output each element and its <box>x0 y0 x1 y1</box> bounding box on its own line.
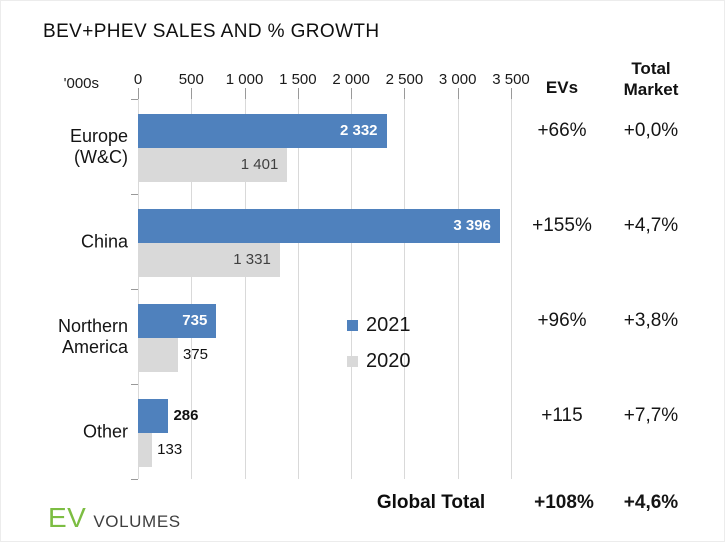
bar-2020: 1 401 <box>138 148 288 182</box>
grid-line <box>351 99 353 479</box>
growth-evs-value: +96% <box>537 310 587 331</box>
x-axis-tick <box>297 88 299 99</box>
grid-line <box>457 99 459 479</box>
category-label-line: Northern <box>57 315 128 336</box>
growth-total-market-value: +3,8% <box>623 310 679 331</box>
bar-value-label: 735 <box>182 312 208 329</box>
x-axis-tick <box>511 88 512 99</box>
global-total-market-value: +4,6% <box>623 492 679 513</box>
x-tick-label: 2 000 <box>332 71 370 88</box>
logo-volumes-text: VOLUMES <box>93 512 181 531</box>
y-axis-tick <box>131 479 138 480</box>
logo-ev-text: EV <box>48 502 87 533</box>
x-axis-tick <box>244 88 246 99</box>
x-axis-tick <box>457 88 459 99</box>
ev-volumes-logo: EV VOLUMES <box>48 502 181 534</box>
x-tick-label: 2 500 <box>385 71 424 88</box>
x-axis-tick <box>404 88 406 99</box>
category-label: Europe (W&C) <box>29 126 128 168</box>
growth-total-market-value: +7,7% <box>623 405 679 426</box>
x-tick-label: 1 000 <box>225 71 264 88</box>
y-axis-tick <box>131 289 138 290</box>
category-label: Northern America <box>29 316 128 358</box>
chart-title: BEV+PHEV SALES AND % GROWTH <box>43 21 380 42</box>
legend-swatch-2021 <box>347 320 358 331</box>
bar-value-label: 133 <box>157 441 183 458</box>
x-tick-label: 500 <box>178 71 204 88</box>
x-axis-tick <box>138 88 139 99</box>
bar-2020 <box>138 338 178 372</box>
category-label: China <box>29 231 128 252</box>
category-label-line: (W&C) <box>74 146 128 167</box>
growth-total-market-value: +4,7% <box>623 215 679 236</box>
bar-2020: 1 331 <box>138 243 280 277</box>
bar-value-label: 1 331 <box>233 251 271 268</box>
grid-line <box>244 99 246 479</box>
x-tick-label: 0 <box>133 71 143 88</box>
bar-2021: 735 <box>138 304 217 338</box>
legend-label-2021: 2021 <box>366 314 411 336</box>
x-tick-label: 3 000 <box>438 71 477 88</box>
legend-item-2020: 2020 <box>347 350 411 373</box>
grid-line <box>138 99 139 479</box>
grid-line <box>511 99 512 479</box>
legend-item-2021: 2021 <box>347 314 411 337</box>
legend-swatch-2020 <box>347 356 358 367</box>
column-header-total-market: Total Market <box>624 58 679 100</box>
grid-line <box>191 99 193 479</box>
growth-evs-value: +66% <box>537 120 587 141</box>
bar-2021 <box>138 399 169 433</box>
column-header-total-line1: Total <box>631 59 671 78</box>
bar-value-label: 2 332 <box>339 122 378 139</box>
legend: 2021 2020 <box>347 314 411 373</box>
y-axis-tick <box>131 99 138 100</box>
category-label-line: America <box>61 336 128 357</box>
bar-2021: 3 396 <box>138 209 500 243</box>
y-axis-tick <box>131 384 138 385</box>
growth-evs-value: +155% <box>532 215 592 236</box>
growth-evs-value: +115 <box>541 405 583 426</box>
category-label-line: Europe <box>69 125 128 146</box>
bar-2020 <box>138 433 153 467</box>
bar-value-label: 375 <box>182 346 208 363</box>
x-tick-label: 1 500 <box>279 71 317 88</box>
x-axis-tick <box>191 88 193 99</box>
x-axis-tick <box>351 88 353 99</box>
category-label-line: Other <box>82 421 128 441</box>
column-header-evs: EVs <box>545 78 579 97</box>
axis-unit-label: '000s <box>63 75 99 92</box>
grid-line <box>404 99 406 479</box>
bar-value-label: 3 396 <box>453 217 491 234</box>
column-header-total-line2: Market <box>623 80 679 99</box>
global-total-label: Global Total <box>376 492 486 513</box>
grid-line <box>297 99 299 479</box>
x-tick-label: 3 500 <box>492 71 530 88</box>
y-axis-tick <box>131 194 138 195</box>
bar-value-label: 286 <box>173 407 199 424</box>
legend-label-2020: 2020 <box>366 350 411 372</box>
growth-total-market-value: +0,0% <box>623 120 679 141</box>
bar-2021: 2 332 <box>138 114 387 148</box>
category-label: Other <box>29 421 128 442</box>
bar-value-label: 1 401 <box>240 156 279 173</box>
category-label-line: China <box>80 231 128 251</box>
global-total-evs-value: +108% <box>534 492 594 513</box>
